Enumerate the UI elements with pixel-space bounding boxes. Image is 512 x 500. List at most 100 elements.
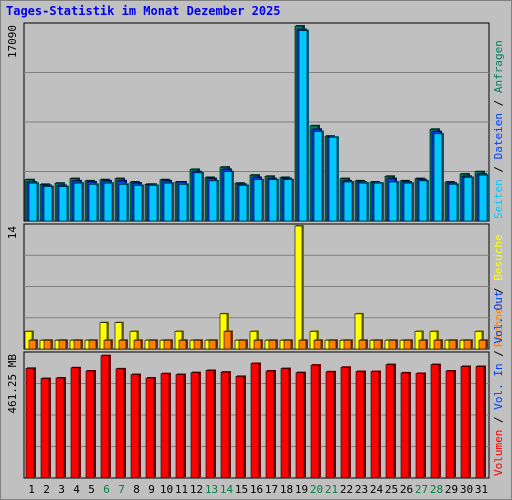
bar-rechner	[268, 339, 277, 350]
bar-volumen	[235, 376, 245, 479]
bar-besuche	[354, 313, 363, 350]
bar-volumen	[385, 364, 395, 479]
bar-volumen	[55, 377, 65, 479]
y-max-label-bottom: 461.25 MB	[6, 354, 19, 414]
bar-seiten	[178, 184, 188, 222]
bar-rechner	[373, 339, 382, 350]
legend-top: Seiten / Dateien / Anfragen	[492, 40, 505, 219]
x-tick-label: 18	[280, 483, 293, 496]
legend-entry: Seiten	[492, 179, 505, 219]
x-tick-label: 16	[250, 483, 263, 496]
bar-rechner	[193, 339, 202, 350]
x-tick-label: 17	[265, 483, 278, 496]
bar-seiten	[88, 184, 98, 222]
x-tick-label: 1	[28, 483, 35, 496]
bar-volumen	[85, 370, 95, 479]
bar-volumen	[40, 378, 50, 479]
bar-rechner	[28, 339, 37, 350]
bar-rechner	[283, 339, 292, 350]
bar-seiten	[73, 182, 83, 222]
x-tick-label: 3	[58, 483, 65, 496]
bar-besuche	[114, 322, 123, 350]
bar-rechner	[73, 339, 82, 350]
bar-volumen	[250, 363, 260, 479]
bar-rechner	[433, 339, 442, 350]
bar-seiten	[283, 179, 293, 222]
bar-seiten	[148, 185, 158, 222]
y-max-label-middle: 14	[6, 226, 19, 240]
bar-rechner	[418, 339, 427, 350]
chart-title: Tages-Statistik im Monat Dezember 2025	[6, 4, 281, 18]
bar-rechner	[103, 339, 112, 350]
bar-volumen	[115, 368, 125, 479]
bar-rechner	[478, 339, 487, 350]
bar-seiten	[448, 184, 458, 222]
x-tick-label: 29	[445, 483, 458, 496]
bar-volumen	[130, 374, 140, 479]
x-tick-label: 11	[175, 483, 188, 496]
legend-bottom: Volumen / Vol. In / Vol. Out	[492, 291, 505, 476]
x-tick-label: 12	[190, 483, 203, 496]
legend-separator: /	[492, 159, 505, 179]
x-tick-label: 5	[88, 483, 95, 496]
x-tick-label: 22	[340, 483, 353, 496]
legend-separator: /	[492, 93, 505, 113]
legend-entry: Volumen	[492, 430, 505, 476]
x-tick-label: 23	[355, 483, 368, 496]
x-tick-label: 25	[385, 483, 398, 496]
bar-rechner	[43, 339, 52, 350]
x-tick-label: 8	[133, 483, 140, 496]
bar-seiten	[478, 174, 488, 222]
bar-volumen	[355, 371, 365, 479]
bar-seiten	[223, 171, 233, 222]
bar-rechner	[358, 339, 367, 350]
x-tick-label: 28	[430, 483, 443, 496]
x-tick-label: 21	[325, 483, 338, 496]
bar-seiten	[238, 185, 248, 222]
bar-seiten	[403, 182, 413, 222]
legend-separator: /	[492, 281, 505, 301]
legend-separator: /	[492, 344, 505, 364]
x-tick-label: 13	[205, 483, 218, 496]
bar-volumen	[370, 371, 380, 479]
legend-entry: Dateien	[492, 113, 505, 159]
legend-entry: Besuche	[492, 234, 505, 280]
y-max-label-top: 17090	[6, 25, 19, 58]
x-tick-label: 19	[295, 483, 308, 496]
bar-volumen	[160, 373, 170, 479]
bar-rechner	[253, 339, 262, 350]
bar-rechner	[178, 339, 187, 350]
bar-seiten	[118, 184, 128, 222]
bar-seiten	[418, 180, 428, 222]
bar-besuche	[99, 322, 108, 350]
bar-rechner	[343, 339, 352, 350]
bar-seiten	[373, 182, 383, 222]
bar-seiten	[43, 186, 53, 222]
bar-volumen	[325, 371, 335, 479]
x-tick-label: 24	[370, 483, 384, 496]
bar-volumen	[100, 355, 110, 479]
legend-separator: /	[492, 410, 505, 430]
bar-rechner	[148, 339, 157, 350]
x-tick-label: 2	[43, 483, 50, 496]
bar-rechner	[118, 339, 127, 350]
bar-seiten	[163, 182, 173, 222]
bar-volumen	[475, 366, 485, 479]
bars-layer	[24, 25, 489, 479]
bar-volumen	[280, 368, 290, 479]
bar-rechner	[313, 339, 322, 350]
bar-seiten	[343, 181, 353, 222]
bar-volumen	[460, 366, 470, 479]
bar-rechner	[328, 339, 337, 350]
bar-rechner	[403, 339, 412, 350]
bar-seiten	[208, 180, 218, 222]
x-tick-label: 14	[220, 483, 234, 496]
x-tick-label: 15	[235, 483, 248, 496]
bar-seiten	[133, 185, 143, 222]
bar-seiten	[103, 182, 113, 222]
bar-seiten	[253, 179, 263, 222]
x-tick-label: 20	[310, 483, 323, 496]
bar-volumen	[220, 371, 230, 479]
